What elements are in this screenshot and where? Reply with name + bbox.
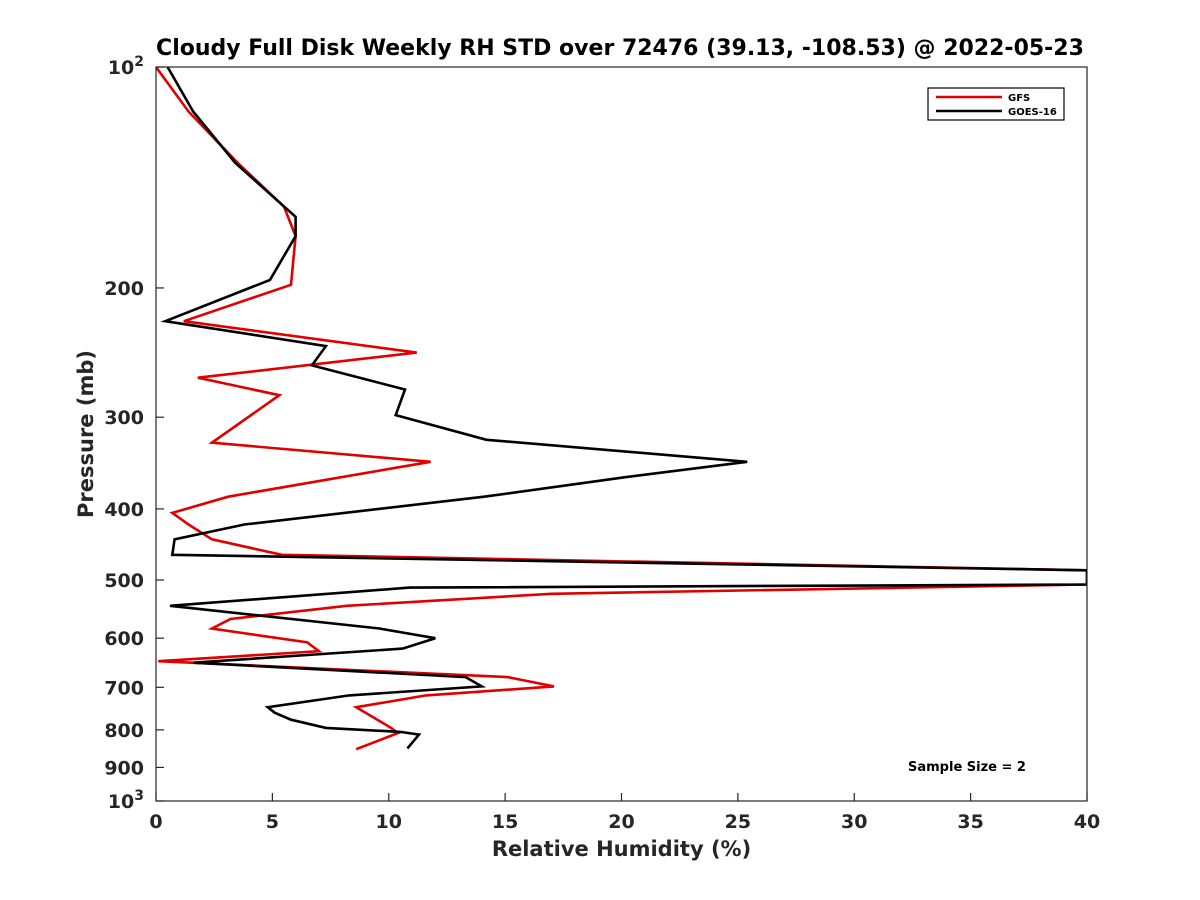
x-tick-label: 25: [725, 811, 751, 833]
y-tick-label: 700: [104, 677, 144, 699]
legend-label-goes-16: GOES-16: [1008, 107, 1057, 118]
y-tick-label: 800: [104, 720, 144, 742]
axes-box: [155, 66, 1088, 802]
sample-size-annotation: Sample Size = 2: [908, 760, 1026, 775]
series-layer: [156, 67, 1087, 751]
plot-area: 0 5 10 15 20 25 30 35 40 102 200 300 400 500 600 700 80…: [104, 54, 1100, 833]
legend-box: [927, 87, 1065, 121]
y-tick-label: 500: [104, 570, 144, 592]
x-tick-label: 35: [957, 811, 983, 833]
y-axis: 102 200 300 400 500 600 700 800 900 103: [104, 54, 164, 813]
x-tick-label: 0: [149, 811, 162, 833]
y-tick-label: 900: [104, 757, 144, 779]
x-tick-label: 5: [266, 811, 279, 833]
series-line-gfs: [156, 67, 1087, 751]
series-line-goes-16: [160, 67, 1087, 750]
y-tick-label: 103: [108, 788, 144, 813]
y-tick-label: 102: [108, 54, 144, 79]
x-tick-label: 40: [1074, 811, 1100, 833]
chart-title: Cloudy Full Disk Weekly RH STD over 7247…: [156, 36, 1084, 61]
legend-label-gfs: GFS: [1008, 93, 1030, 104]
x-tick-label: 10: [376, 811, 402, 833]
legend: GFS GOES-16: [927, 87, 1065, 121]
x-axis: 0 5 10 15 20 25 30 35 40: [149, 793, 1100, 833]
y-tick-label: 200: [104, 278, 144, 300]
x-axis-label: Relative Humidity (%): [492, 837, 751, 861]
y-tick-label: 300: [104, 407, 144, 429]
x-tick-label: 20: [608, 811, 634, 833]
y-tick-label: 400: [104, 499, 144, 521]
x-tick-label: 30: [841, 811, 867, 833]
y-axis-label: Pressure (mb): [74, 350, 98, 518]
y-tick-label: 600: [104, 628, 144, 650]
x-tick-label: 15: [492, 811, 518, 833]
